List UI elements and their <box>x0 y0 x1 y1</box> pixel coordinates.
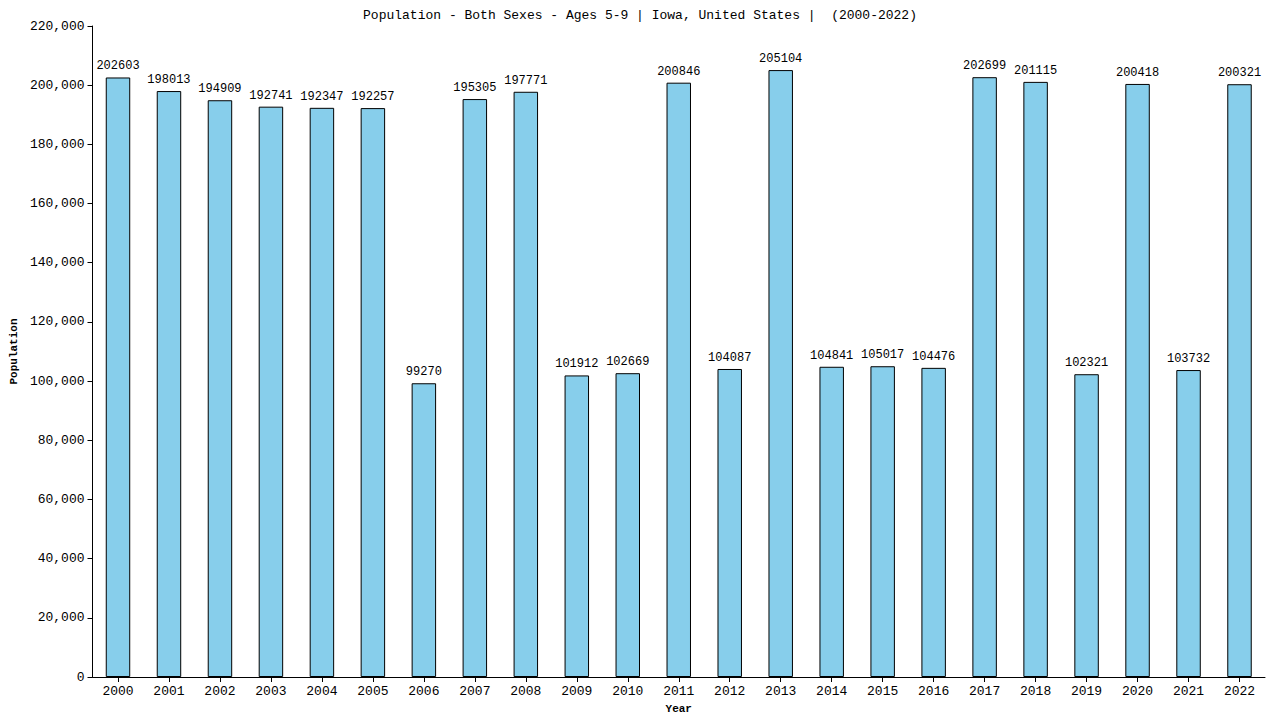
svg-text:40,000: 40,000 <box>38 551 85 566</box>
svg-text:60,000: 60,000 <box>38 492 85 507</box>
svg-text:192347: 192347 <box>300 90 343 104</box>
svg-text:195305: 195305 <box>453 81 496 95</box>
svg-text:202699: 202699 <box>963 59 1006 73</box>
svg-text:Year: Year <box>666 703 692 715</box>
svg-text:2018: 2018 <box>1020 684 1051 699</box>
svg-text:2004: 2004 <box>306 684 337 699</box>
svg-text:198013: 198013 <box>147 73 190 87</box>
svg-text:200,000: 200,000 <box>30 78 85 93</box>
svg-text:2012: 2012 <box>714 684 745 699</box>
svg-text:200846: 200846 <box>657 65 700 79</box>
svg-text:101912: 101912 <box>555 357 598 371</box>
svg-text:140,000: 140,000 <box>30 255 85 270</box>
svg-text:2000: 2000 <box>102 684 133 699</box>
svg-text:201115: 201115 <box>1014 64 1057 78</box>
svg-text:104476: 104476 <box>912 350 955 364</box>
svg-text:120,000: 120,000 <box>30 314 85 329</box>
svg-text:180,000: 180,000 <box>30 137 85 152</box>
svg-text:160,000: 160,000 <box>30 196 85 211</box>
svg-text:99270: 99270 <box>406 365 442 379</box>
svg-text:20,000: 20,000 <box>38 610 85 625</box>
svg-text:2021: 2021 <box>1173 684 1204 699</box>
svg-text:200321: 200321 <box>1218 66 1261 80</box>
svg-text:2015: 2015 <box>867 684 898 699</box>
svg-text:2020: 2020 <box>1122 684 1153 699</box>
svg-text:2001: 2001 <box>153 684 184 699</box>
svg-text:194909: 194909 <box>198 82 241 96</box>
svg-text:2006: 2006 <box>408 684 439 699</box>
svg-text:104087: 104087 <box>708 351 751 365</box>
svg-text:0: 0 <box>77 670 85 685</box>
svg-text:2016: 2016 <box>918 684 949 699</box>
svg-text:2003: 2003 <box>255 684 286 699</box>
svg-text:2005: 2005 <box>357 684 388 699</box>
svg-text:202603: 202603 <box>96 59 139 73</box>
svg-text:192257: 192257 <box>351 90 394 104</box>
svg-text:103732: 103732 <box>1167 352 1210 366</box>
svg-text:197771: 197771 <box>504 74 547 88</box>
svg-text:2014: 2014 <box>816 684 847 699</box>
svg-text:200418: 200418 <box>1116 66 1159 80</box>
svg-text:2010: 2010 <box>612 684 643 699</box>
svg-text:105017: 105017 <box>861 348 904 362</box>
svg-text:100,000: 100,000 <box>30 374 85 389</box>
svg-text:Population: Population <box>8 318 20 384</box>
svg-text:2013: 2013 <box>765 684 796 699</box>
svg-text:2009: 2009 <box>561 684 592 699</box>
svg-text:192741: 192741 <box>249 89 292 103</box>
svg-text:2022: 2022 <box>1224 684 1255 699</box>
svg-text:104841: 104841 <box>810 349 853 363</box>
svg-text:80,000: 80,000 <box>38 433 85 448</box>
svg-text:2008: 2008 <box>510 684 541 699</box>
svg-text:2017: 2017 <box>969 684 1000 699</box>
svg-text:2019: 2019 <box>1071 684 1102 699</box>
svg-text:220,000: 220,000 <box>30 19 85 34</box>
svg-text:2007: 2007 <box>459 684 490 699</box>
svg-text:2002: 2002 <box>204 684 235 699</box>
svg-text:205104: 205104 <box>759 52 802 66</box>
svg-text:2011: 2011 <box>663 684 694 699</box>
svg-text:102321: 102321 <box>1065 356 1108 370</box>
svg-text:Population - Both Sexes - Ages: Population - Both Sexes - Ages 5-9 | Iow… <box>363 8 917 23</box>
svg-text:102669: 102669 <box>606 355 649 369</box>
